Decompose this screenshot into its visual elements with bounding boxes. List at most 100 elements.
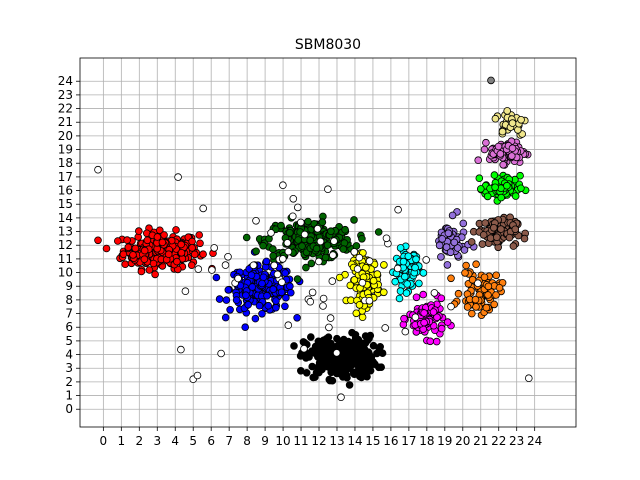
y-tick-label: 20 <box>58 129 73 143</box>
scatter-point <box>494 142 503 151</box>
scatter-point <box>400 272 409 281</box>
scatter-point <box>339 373 347 381</box>
chart-title: SBM8030 <box>295 37 361 53</box>
scatter-point <box>460 246 469 254</box>
scatter-point <box>437 324 446 333</box>
scatter-point <box>252 217 260 225</box>
scatter-point <box>153 233 162 241</box>
scatter-point <box>319 302 327 310</box>
scatter-point <box>241 323 250 332</box>
scatter-point <box>258 309 266 318</box>
scatter-point <box>503 181 511 190</box>
scatter-point <box>419 269 428 277</box>
scatter-point <box>339 348 348 357</box>
scatter-point <box>480 145 489 154</box>
scatter-point <box>448 211 457 220</box>
plot-frame <box>79 57 577 428</box>
scatter-point <box>319 294 328 303</box>
scatter-point <box>272 297 280 305</box>
scatter-point <box>514 126 522 134</box>
scatter-point <box>137 267 146 276</box>
scatter-point <box>317 349 325 358</box>
scatter-point <box>362 263 370 272</box>
x-tick-label: 14 <box>347 434 362 448</box>
axis-ticks: 0 1 2 3 4 5 6 7 8 9 10 11 12 13 14 15 16 17 18 19 20 21 22 23 24… <box>58 74 543 448</box>
scatter-point <box>313 225 322 233</box>
scatter-point <box>217 349 225 358</box>
scatter-point <box>314 257 323 266</box>
scatter-point <box>492 291 500 299</box>
scatter-point <box>516 171 524 180</box>
scatter-point <box>232 296 241 304</box>
scatter-point <box>327 227 335 236</box>
scatter-point <box>267 229 275 237</box>
scatter-point <box>479 231 488 239</box>
x-tick-label: 1 <box>118 434 126 448</box>
scatter-point <box>224 286 233 294</box>
scatter-point <box>467 309 476 318</box>
scatter-point <box>259 241 267 250</box>
x-tick-label: 16 <box>383 434 398 448</box>
scatter-point <box>480 273 489 282</box>
x-tick-label: 15 <box>365 434 380 448</box>
x-tick-label: 12 <box>311 434 326 448</box>
scatter-point <box>433 313 441 322</box>
scatter-point <box>446 248 455 257</box>
y-tick-label: 23 <box>58 88 73 102</box>
scatter-point <box>467 238 476 246</box>
scatter-point <box>264 301 273 310</box>
scatter-point <box>339 335 348 344</box>
scatter-point <box>350 248 359 256</box>
scatter-point <box>296 366 305 375</box>
scatter-point <box>193 371 202 380</box>
scatter-point <box>249 261 258 270</box>
scatter-point <box>278 255 287 263</box>
scatter-point <box>395 294 404 303</box>
scatter-point <box>508 144 517 153</box>
scatter-point <box>482 303 491 312</box>
scatter-point <box>394 205 402 214</box>
scatter-point <box>524 374 533 383</box>
scatter-point <box>306 333 315 341</box>
scatter-point <box>277 221 285 230</box>
scatter-point <box>358 313 367 322</box>
scatter-point <box>437 253 445 261</box>
scatter-point <box>326 314 335 322</box>
y-tick-label: 13 <box>58 225 73 239</box>
scatter-point <box>403 280 412 288</box>
scatter-point <box>435 241 444 250</box>
scatter-point <box>412 293 421 302</box>
scatter-point <box>252 247 260 256</box>
scatter-point <box>332 349 341 357</box>
scatter-point <box>173 257 181 266</box>
scatter-point <box>258 279 266 288</box>
y-tick-label: 11 <box>58 252 73 266</box>
scatter-point <box>420 318 428 327</box>
scatter-point <box>399 257 408 266</box>
y-tick-label: 24 <box>58 74 73 88</box>
scatter-point <box>318 355 327 364</box>
scatter-point <box>332 369 341 378</box>
scatter-point <box>447 302 455 311</box>
scatter-point <box>520 234 529 243</box>
scatter-point <box>190 250 199 259</box>
scatter-point <box>324 185 332 194</box>
scatter-point <box>415 279 423 288</box>
y-tick-label: 18 <box>58 156 73 170</box>
scatter-point <box>269 245 277 253</box>
scatter-point <box>400 314 408 323</box>
scatter-point <box>429 308 438 316</box>
scatter-point <box>325 375 334 384</box>
scatter-point <box>345 381 354 389</box>
y-tick-label: 8 <box>65 293 73 307</box>
scatter-point <box>293 275 302 283</box>
scatter-point <box>308 362 317 371</box>
scatter-point <box>286 282 294 291</box>
scatter-point <box>355 365 364 373</box>
x-tick-label: 9 <box>261 434 269 448</box>
scatter-point <box>279 181 287 190</box>
scatter-point <box>437 294 446 303</box>
scatter-point <box>278 278 286 287</box>
scatter-point <box>131 244 140 253</box>
scatter-point <box>496 150 505 158</box>
